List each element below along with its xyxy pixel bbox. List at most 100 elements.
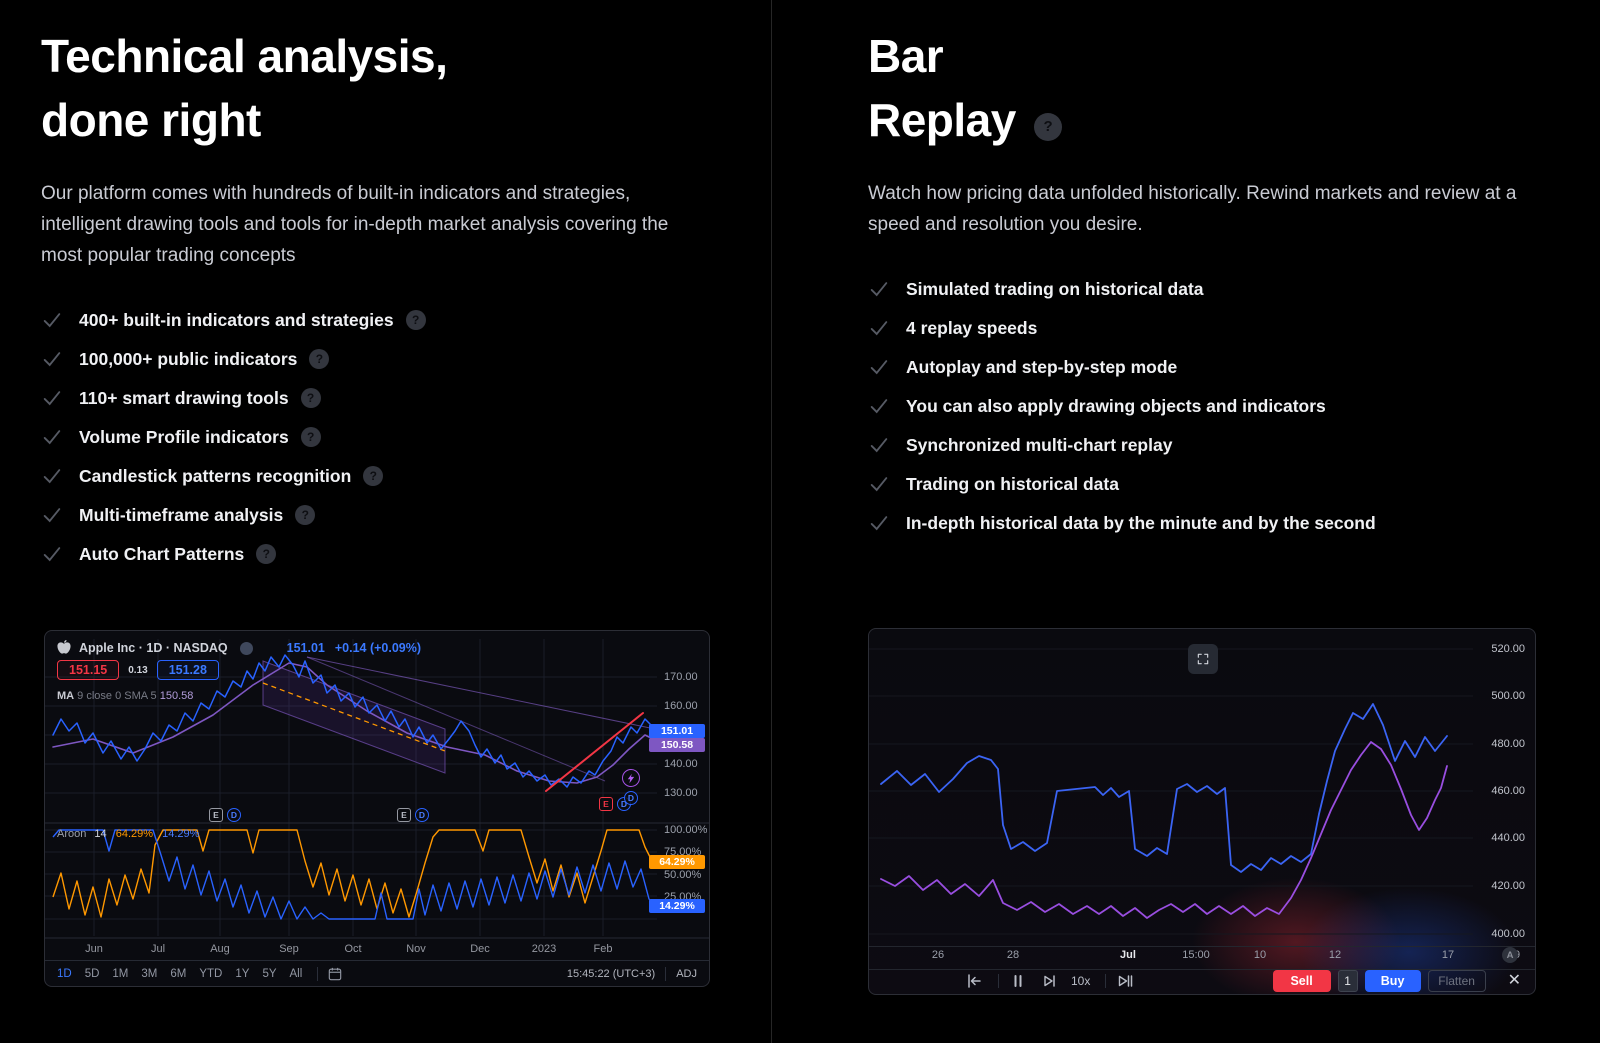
feature-item: In-depth historical data by the minute a… (868, 512, 1528, 534)
dividends-badge-icon[interactable]: D (624, 791, 638, 805)
time-axis-label: Jul (150, 943, 166, 955)
last-price: 151.01 (286, 641, 325, 655)
check-icon (43, 352, 61, 367)
section-bar-replay: Bar Replay? Watch how pricing data unfol… (868, 0, 1528, 551)
feature-item: Simulated trading on historical data (868, 278, 1528, 300)
timeframe-1d[interactable]: 1D (57, 967, 72, 980)
section-description: Watch how pricing data unfolded historic… (868, 183, 1517, 235)
time-axis-label: 28 (1006, 949, 1020, 961)
toolbar-divider (665, 966, 667, 981)
timeframe-toolbar: 1D 5D 1M 3M 6M YTD 1Y 5Y All 15:45:22 (U… (45, 960, 709, 986)
time-axis-label: 2023 (531, 943, 557, 955)
help-icon[interactable]: ? (256, 544, 277, 564)
page-title: Bar Replay? (868, 24, 1528, 152)
toolbar-divider (998, 973, 999, 988)
feature-label: 100,000+ public indicators (79, 349, 298, 369)
time-axis-label: 26 (931, 949, 945, 961)
fullscreen-button[interactable] (1188, 644, 1218, 674)
feature-item: Candlestick patterns recognition ? (41, 465, 746, 487)
price-axis-label: 500.00 (1491, 690, 1525, 702)
axis-separator (869, 946, 1535, 947)
help-icon[interactable]: ? (300, 427, 321, 447)
help-icon[interactable]: ? (295, 505, 316, 525)
buy-button[interactable]: Buy (1364, 969, 1421, 992)
symbol-title[interactable]: Apple Inc · 1D · NASDAQ (79, 641, 228, 655)
feature-label: In-depth historical data by the minute a… (906, 513, 1376, 533)
check-icon (870, 399, 888, 414)
toolbar-divider (317, 966, 319, 981)
ma-value: 150.58 (159, 690, 194, 702)
sell-price-button[interactable]: 151.15 (57, 660, 120, 680)
timeframe-6m[interactable]: 6M (170, 967, 187, 980)
play-to-end-icon[interactable] (1116, 972, 1134, 990)
clock-utc[interactable]: 15:45:22 (UTC+3) (566, 967, 656, 980)
aroon-axis-label: 50.00% (664, 869, 702, 881)
time-axis-label: Oct (344, 943, 362, 955)
earnings-badge-icon[interactable]: E (209, 808, 223, 822)
ma-price-axis-badge: 150.58 (649, 738, 705, 752)
dividends-badge-icon[interactable]: D (227, 808, 241, 822)
replay-speed[interactable]: 10x (1071, 973, 1091, 988)
aroon-legend[interactable]: Aroon 14 64.29% 14.29% (57, 828, 199, 840)
help-icon[interactable]: ? (1033, 113, 1062, 141)
toolbar-separator (869, 969, 1535, 970)
jump-to-bar-icon[interactable] (965, 972, 983, 990)
earnings-badge-icon[interactable]: E (599, 797, 613, 811)
check-icon (43, 430, 61, 445)
aroon-up-axis-badge: 64.29% (649, 855, 705, 869)
ma-indicator-row[interactable]: MA 9 close 0 SMA 5 150.58 (57, 690, 193, 702)
time-axis-label: Jun (85, 943, 103, 955)
help-icon[interactable]: ? (300, 388, 321, 408)
buy-price-button[interactable]: 151.28 (156, 660, 219, 680)
timeframe-ytd[interactable]: YTD (199, 967, 223, 980)
feature-item: 100,000+ public indicators ? (41, 348, 746, 370)
timeframe-5d[interactable]: 5D (84, 967, 100, 980)
check-icon (43, 508, 61, 523)
feature-label: 4 replay speeds (906, 318, 1038, 338)
lightning-icon[interactable] (622, 769, 640, 787)
flatten-button[interactable]: Flatten (1427, 969, 1486, 992)
feature-item: Multi-timeframe analysis ? (41, 504, 746, 526)
time-axis-label: 15:00 (1182, 949, 1210, 961)
quantity-field[interactable]: 1 (1337, 969, 1358, 992)
ma-params: 9 close 0 SMA 5 (77, 690, 157, 702)
title-line-1: Bar (868, 30, 944, 82)
time-axis-label: 10 (1253, 949, 1267, 961)
timeframe-3m[interactable]: 3M (141, 967, 158, 980)
timeframe-5y[interactable]: 5Y (262, 967, 277, 980)
price-axis-label: 140.00 (664, 758, 698, 770)
help-icon[interactable]: ? (309, 349, 330, 369)
timeframe-all[interactable]: All (289, 967, 303, 980)
price-axis-label: 170.00 (664, 671, 698, 683)
sell-button[interactable]: Sell (1272, 969, 1331, 992)
ma-name: MA (57, 690, 75, 702)
price-chart-canvas (45, 639, 709, 939)
timeframe-1y[interactable]: 1Y (235, 967, 250, 980)
price-axis-label: 400.00 (1491, 928, 1525, 940)
price-change: +0.14 (+0.09%) (334, 641, 422, 655)
pause-icon[interactable] (1009, 972, 1027, 990)
help-icon[interactable]: ? (363, 466, 384, 486)
close-icon[interactable]: ✕ (1507, 971, 1521, 989)
apple-logo-icon (57, 640, 71, 654)
earnings-badge-icon[interactable]: E (397, 808, 411, 822)
dividends-badge-icon[interactable]: D (415, 808, 429, 822)
replay-toolbar: 10x Sell 1 Buy Flatten ✕ (869, 967, 1535, 994)
check-icon (43, 469, 61, 484)
calendar-icon[interactable] (328, 967, 342, 981)
time-axis-label: 12 (1328, 949, 1342, 961)
step-forward-icon[interactable] (1040, 972, 1058, 990)
feature-label: 400+ built-in indicators and strategies (79, 310, 394, 330)
bid-ask-row: 151.15 0.13 151.28 (57, 660, 219, 680)
help-icon[interactable]: ? (405, 310, 426, 330)
time-axis-label: Sep (279, 943, 299, 955)
market-status-icon[interactable] (239, 641, 253, 655)
auto-scale-badge[interactable]: A (1502, 947, 1518, 963)
check-icon (870, 516, 888, 531)
timeframe-1m[interactable]: 1M (112, 967, 129, 980)
adjusted-toggle[interactable]: ADJ (676, 967, 697, 980)
time-axis-label: Jul (1120, 949, 1136, 961)
feature-label: Multi-timeframe analysis (79, 505, 284, 525)
title-line-1: Technical analysis, (41, 30, 448, 82)
expand-icon (1197, 653, 1209, 665)
